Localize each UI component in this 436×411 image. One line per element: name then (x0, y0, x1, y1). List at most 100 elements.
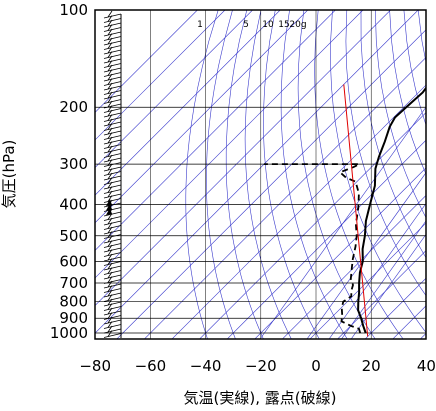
dry-adiabat-line (375, 10, 426, 219)
wind-barb (103, 276, 122, 284)
isotherm-line (95, 10, 198, 113)
wind-barb (103, 172, 122, 181)
wind-barb (103, 33, 122, 41)
dewpoint-line (264, 163, 362, 334)
wind-barb (103, 69, 122, 77)
wind-barb (103, 163, 122, 172)
isotherm-line (337, 250, 426, 339)
y-tick-label: 100 (59, 1, 88, 19)
wind-barb (103, 37, 122, 46)
isotherm-line (95, 10, 391, 307)
wind-barb (103, 240, 122, 248)
wind-barb (103, 100, 122, 109)
wind-barb (103, 55, 122, 64)
x-tick-layer: −80 −60 −40 −20 0 20 40 (79, 357, 436, 375)
wind-barb (103, 307, 122, 316)
x-tick-label: −40 (190, 357, 222, 375)
mixing-ratio-label: 10 (262, 20, 274, 30)
wind-barb (103, 159, 122, 167)
wind-barb (103, 51, 122, 59)
x-tick-label: 0 (311, 357, 321, 375)
wind-barb (103, 42, 122, 50)
isotherm-line (95, 10, 281, 196)
wind-barb (103, 294, 122, 302)
y-axis-title: 気圧(hPa) (0, 140, 18, 209)
wind-barb (103, 127, 122, 136)
wind-barb (103, 213, 122, 221)
wind-barb (103, 208, 122, 217)
mixing-ratio-label: 20g (289, 20, 306, 30)
wind-barb (103, 96, 122, 104)
isotherm-line (95, 10, 253, 169)
wind-barb (103, 168, 122, 176)
reference-line (343, 84, 369, 337)
isotherm-line (95, 10, 226, 141)
wind-barb (103, 253, 122, 262)
x-tick-label: 20 (362, 357, 381, 375)
isotherm-line (309, 222, 426, 339)
isotherm-line (143, 56, 426, 339)
x-tick-label: −60 (135, 357, 167, 375)
wind-barb (103, 73, 122, 82)
mixing-ratio-label: 15 (278, 20, 289, 30)
wind-barb (103, 64, 122, 73)
wind-barb (103, 181, 122, 190)
wind-barb (103, 285, 122, 293)
wind-barb (103, 118, 122, 127)
wind-barb (103, 15, 122, 23)
profile-series-layer (264, 84, 426, 337)
x-axis-title: 気温(実線), 露点(破線) (184, 389, 337, 407)
isotherm-line (95, 10, 364, 279)
wind-barb (103, 325, 122, 334)
isotherm-line (171, 84, 426, 339)
x-tick-label: −20 (245, 357, 277, 375)
mixing-ratio-line (328, 203, 426, 339)
wind-barb (103, 321, 122, 329)
wind-barb (103, 154, 122, 163)
dry-adiabat-line (206, 10, 236, 339)
dry-adiabat-line (389, 10, 426, 175)
mixing-ratio-label: 1 (197, 20, 203, 30)
dry-adiabat-line (244, 10, 292, 339)
y-tick-label: 300 (59, 155, 88, 173)
isotherm-line (226, 139, 426, 339)
wind-barb (103, 10, 122, 19)
wind-barb (103, 262, 122, 271)
dry-adiabat-line (280, 10, 348, 339)
dry-adiabat-line (433, 10, 436, 340)
wind-barb (103, 114, 122, 122)
y-tick-label: 400 (59, 195, 88, 213)
mixing-ratio-line (341, 220, 426, 339)
y-tick-label: 900 (59, 309, 88, 327)
dry-adiabat-line (403, 10, 426, 126)
mixing-ratio-line (259, 106, 426, 339)
wind-barb (103, 249, 122, 257)
grid-line-layer (95, 10, 426, 339)
wind-barb (103, 60, 122, 68)
wind-barb (103, 217, 122, 226)
isotherm-line (95, 10, 336, 251)
wind-barb (103, 244, 122, 253)
dry-adiabat-line (330, 10, 426, 333)
wind-barb (103, 46, 122, 55)
x-tick-label: 40 (417, 357, 436, 375)
wind-barb (103, 203, 122, 212)
wind-barb (103, 199, 122, 208)
wind-barb (103, 132, 122, 140)
mixing-ratio-line (306, 172, 426, 339)
dry-adiabat-line (263, 10, 320, 339)
wind-barb (103, 303, 122, 311)
wind-barb (103, 312, 122, 320)
wind-barb (103, 82, 122, 91)
wind-barb (103, 28, 122, 37)
dry-adiabat-line (360, 10, 426, 259)
wind-barb (103, 258, 122, 266)
wind-barb (103, 24, 122, 32)
isotherm-line (95, 10, 419, 334)
mixing-ratio-label: 5 (243, 20, 249, 30)
wind-barb (103, 186, 122, 194)
wind-barb (103, 280, 122, 289)
wind-barb (103, 316, 122, 325)
